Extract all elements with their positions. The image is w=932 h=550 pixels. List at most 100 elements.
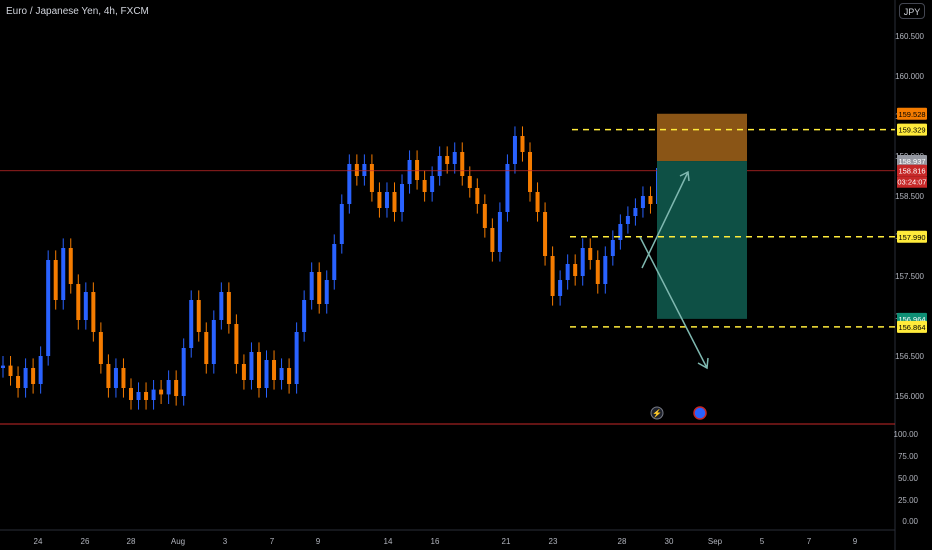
time-tick-label: 30	[665, 537, 674, 546]
candle-body	[528, 152, 533, 192]
candle-body	[38, 356, 43, 384]
time-tick-label: 28	[618, 537, 627, 546]
event-lightning-icon	[650, 406, 664, 420]
time-tick-label: Aug	[171, 537, 185, 546]
time-tick-label: 28	[127, 537, 136, 546]
candle-body	[640, 196, 645, 208]
candle-body	[437, 156, 442, 176]
candle-body	[249, 352, 254, 380]
candle-body	[610, 240, 615, 256]
candle-body	[294, 332, 299, 384]
candle-body	[512, 136, 517, 164]
price-tick-label: 157.500	[895, 272, 924, 281]
candle-body	[189, 300, 194, 348]
level-price-label-bg	[897, 230, 927, 243]
candle-body	[558, 280, 563, 296]
price-tick-label: 160.500	[895, 32, 924, 41]
candle-body	[23, 368, 28, 388]
candle-body	[377, 192, 382, 208]
time-tick-label: 14	[384, 537, 393, 546]
candle-body	[159, 389, 164, 395]
candle-body	[91, 292, 96, 332]
candle-body	[234, 324, 239, 364]
candle-body	[618, 224, 623, 240]
candle-body	[241, 364, 246, 380]
time-tick-label: 21	[502, 537, 511, 546]
level-price-label-bg	[897, 123, 927, 136]
oscillator-tick-label: 0.00	[902, 517, 918, 526]
current-price-label-countdown: 03:24:07	[897, 178, 926, 187]
oscillator-tick-label: 25.00	[898, 496, 919, 505]
candle-body	[106, 364, 111, 388]
candle-body	[264, 360, 269, 388]
candle-body	[166, 380, 171, 395]
stop-loss-zone	[657, 113, 747, 162]
candle-body	[573, 264, 578, 276]
candle-body	[287, 368, 292, 384]
candle-body	[256, 352, 261, 388]
candle-body	[580, 248, 585, 276]
candle-body	[505, 164, 510, 212]
candle-body	[61, 248, 66, 300]
oscillator-tick-label: 50.00	[898, 474, 919, 483]
event-lightning-glyph: ⚡	[652, 408, 662, 418]
time-tick-label: 23	[549, 537, 558, 546]
time-tick-label: 16	[431, 537, 440, 546]
price-tick-label: 156.500	[895, 352, 924, 361]
down-arrow-line	[639, 236, 708, 369]
time-tick-label: 24	[34, 537, 43, 546]
candle-body	[113, 368, 118, 388]
currency-button[interactable]: JPY	[899, 3, 925, 19]
candle-body	[136, 392, 141, 400]
candle-body	[204, 332, 209, 364]
candle-body	[219, 292, 224, 320]
candle-body	[8, 365, 13, 376]
candle-body	[625, 216, 630, 224]
candle-body	[535, 192, 540, 212]
candle-body	[407, 160, 412, 184]
candle-body	[16, 376, 21, 388]
stop-price-label: 159.528	[898, 110, 925, 119]
candle-body	[68, 248, 73, 284]
candle-body	[1, 365, 5, 368]
candle-body	[174, 380, 179, 396]
candle-body	[460, 152, 465, 176]
price-tick-label: 156.000	[895, 392, 924, 401]
candle-body	[302, 300, 307, 332]
candle-body	[648, 196, 653, 204]
candle-body	[369, 164, 374, 192]
time-tick-label: 26	[81, 537, 90, 546]
candle-body	[347, 164, 352, 204]
candle-body	[279, 368, 284, 380]
candle-body	[324, 280, 329, 304]
candle-body	[400, 184, 405, 212]
candle-body	[354, 164, 359, 176]
candle-body	[452, 152, 457, 164]
candle-body	[332, 244, 337, 280]
symbol-title[interactable]: Euro / Japanese Yen, 4h, FXCM	[6, 6, 149, 17]
oscillator-tick-label: 100.00	[894, 430, 919, 439]
candle-body	[211, 320, 216, 364]
candle-body	[196, 300, 201, 332]
up-arrow-head	[679, 170, 690, 182]
candle-body	[384, 192, 389, 208]
candle-body	[144, 392, 149, 400]
candle-body	[482, 204, 487, 228]
time-tick-label: 9	[853, 537, 858, 546]
time-tick-label: 9	[316, 537, 321, 546]
candle-body	[46, 260, 51, 356]
price-tick-label: 160.000	[895, 72, 924, 81]
candle-body	[128, 388, 133, 400]
level-price-label: 157.990	[898, 233, 925, 242]
candle-body	[392, 192, 397, 212]
candle-body	[98, 332, 103, 364]
time-tick-label: 5	[760, 537, 765, 546]
candle-body	[430, 176, 435, 192]
candle-body	[317, 272, 322, 304]
candle-body	[31, 368, 36, 384]
down-arrow-head	[697, 357, 709, 370]
candle-body	[272, 360, 277, 380]
stop-price-label-bg	[897, 107, 927, 120]
